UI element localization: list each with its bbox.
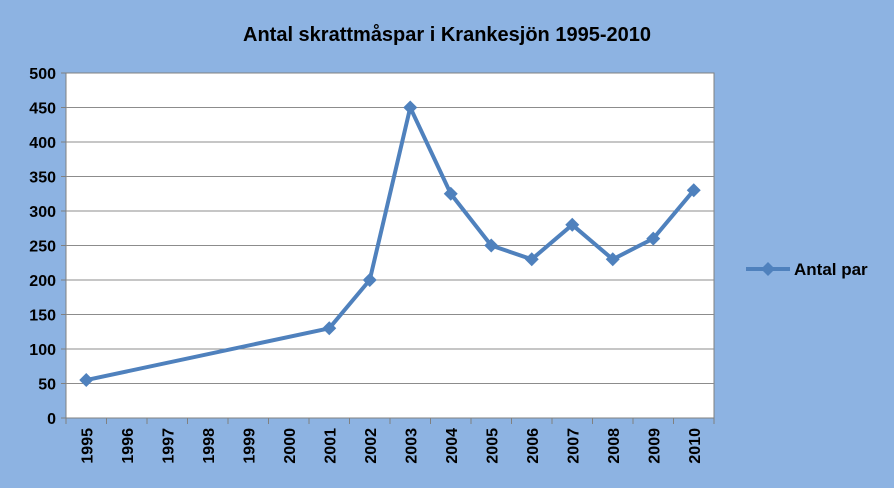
y-tick-label-0: 0 <box>47 411 56 428</box>
legend: Antal par <box>746 260 868 279</box>
chart-title: Antal skrattmåspar i Krankesjön 1995-201… <box>243 23 651 46</box>
data-point-2009 <box>646 231 661 246</box>
data-point-2003 <box>403 100 418 115</box>
x-tick-label-2010: 2010 <box>687 428 704 464</box>
x-tick-label-2004: 2004 <box>444 428 461 464</box>
data-point-2006 <box>524 252 539 267</box>
x-tick-label-2003: 2003 <box>403 428 420 464</box>
y-tick-label-400: 400 <box>29 135 56 152</box>
data-point-2008 <box>605 252 620 267</box>
y-tick-label-450: 450 <box>29 101 56 118</box>
data-point-2002 <box>362 273 377 287</box>
x-tick-label-1997: 1997 <box>160 428 177 464</box>
y-tick-label-350: 350 <box>29 170 56 187</box>
x-tick-label-2006: 2006 <box>525 428 542 464</box>
x-tick-label-1996: 1996 <box>120 428 137 464</box>
legend-label-antal-par: Antal par <box>794 260 868 279</box>
x-tick-label-2005: 2005 <box>484 428 501 464</box>
data-point-2007 <box>565 217 580 232</box>
series-antal-par <box>79 100 701 388</box>
x-tick-label-1999: 1999 <box>241 428 258 464</box>
axes: 0 50 100 150 200 250 300 350 400 450 500 1995 1996 19… <box>29 66 715 464</box>
x-tick-label-2008: 2008 <box>606 428 623 464</box>
data-point-2004 <box>443 186 458 201</box>
y-tick-label-250: 250 <box>29 239 56 256</box>
y-tick-label-300: 300 <box>29 204 56 221</box>
y-tick-label-50: 50 <box>38 377 56 394</box>
x-tick-label-1995: 1995 <box>79 428 96 464</box>
data-point-2010 <box>686 183 701 198</box>
data-point-2005 <box>484 238 499 253</box>
x-tick-label-2001: 2001 <box>322 428 339 464</box>
x-tick-label-2009: 2009 <box>646 428 663 464</box>
legend-marker-diamond <box>761 262 775 276</box>
y-tick-label-100: 100 <box>29 342 56 359</box>
data-point-1995 <box>79 373 94 388</box>
x-tick-label-1998: 1998 <box>201 428 218 464</box>
gridlines <box>66 107 714 384</box>
y-tick-label-200: 200 <box>29 273 56 290</box>
y-tick-label-150: 150 <box>29 308 56 325</box>
x-tick-label-2002: 2002 <box>363 428 380 464</box>
y-tick-label-500: 500 <box>29 66 56 83</box>
x-tick-label-2000: 2000 <box>282 428 299 464</box>
x-tick-label-2007: 2007 <box>565 428 582 464</box>
data-point-2001 <box>322 321 337 336</box>
